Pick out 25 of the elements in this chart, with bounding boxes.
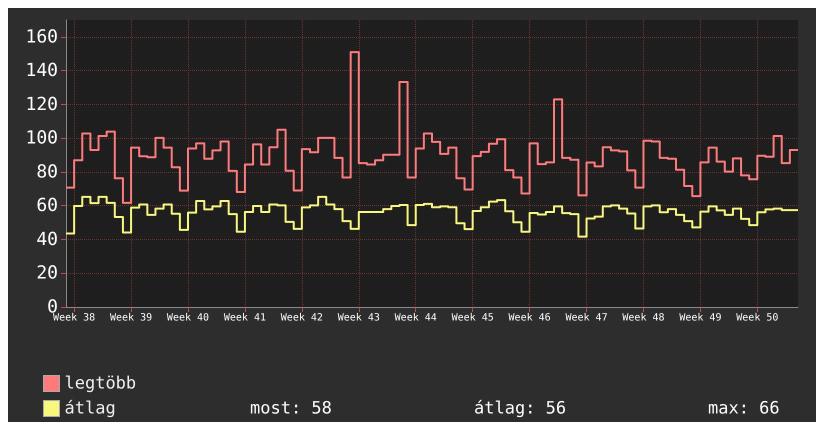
- y-tick-label: 60: [36, 195, 58, 216]
- x-tick-label: Week 50: [736, 312, 778, 324]
- y-tick-label: 40: [36, 228, 58, 250]
- x-tick-label: Week 46: [508, 312, 551, 324]
- x-tick-label: Week 48: [622, 312, 665, 324]
- y-tick-label: 140: [25, 60, 58, 82]
- y-tick-label: 20: [36, 262, 58, 284]
- x-tick-label: Week 45: [452, 312, 494, 324]
- x-tick-label: Week 41: [224, 312, 266, 324]
- x-tick-label: Week 43: [338, 312, 380, 324]
- text: átlag: 56: [474, 398, 566, 418]
- x-tick-label: Week 40: [166, 312, 210, 324]
- x-tick-label: Week 44: [394, 312, 437, 324]
- legend-label: legtöbb: [64, 374, 136, 394]
- x-tick-label: Week 39: [110, 312, 152, 324]
- text: most: 58: [250, 398, 332, 418]
- text: max: 66: [708, 398, 780, 418]
- legend-label: átlag: [64, 398, 116, 418]
- y-tick-label: 120: [25, 94, 58, 115]
- x-tick-label: Week 42: [280, 312, 323, 324]
- y-tick-label: 100: [25, 128, 58, 149]
- x-tick-label: Week 47: [565, 312, 608, 324]
- x-tick-label: Week 49: [679, 312, 722, 324]
- y-tick-label: 160: [25, 26, 58, 48]
- y-tick-label: 80: [36, 161, 58, 182]
